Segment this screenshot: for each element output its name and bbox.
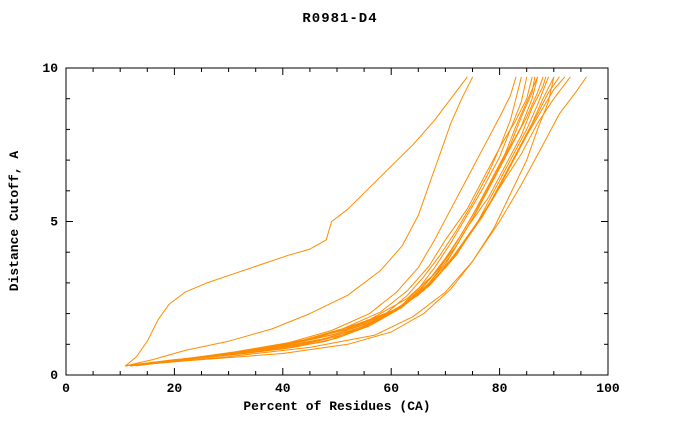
model-curve <box>130 76 547 367</box>
model-curve <box>130 76 555 367</box>
y-tick-label: 0 <box>50 368 58 383</box>
model-curve <box>130 76 538 367</box>
x-tick-label: 20 <box>167 381 183 396</box>
x-tick-label: 80 <box>492 381 508 396</box>
model-curve <box>125 76 473 367</box>
plot-area: 0 20 40 60 80 100 0 5 10 <box>42 61 620 396</box>
model-curve <box>130 76 538 367</box>
model-curve <box>136 76 544 367</box>
model-curve <box>130 76 587 367</box>
model-curve <box>125 76 555 367</box>
model-curve <box>125 76 468 367</box>
model-curve <box>136 76 533 365</box>
model-curve <box>125 76 571 367</box>
model-curve <box>125 76 517 367</box>
model-curve <box>130 76 528 367</box>
y-tick-label: 10 <box>42 61 58 76</box>
x-tick-label: 40 <box>275 381 291 396</box>
y-axis-label: Distance Cutoff, A <box>7 151 22 292</box>
model-curve <box>125 76 522 367</box>
x-tick-label: 100 <box>596 381 620 396</box>
x-tick-label: 0 <box>62 381 70 396</box>
y-tick-label: 5 <box>50 215 58 230</box>
model-curve <box>125 76 536 367</box>
model-curve <box>125 76 549 367</box>
chart-title: R0981-D4 <box>302 11 377 27</box>
x-axis-label: Percent of Residues (CA) <box>243 399 430 414</box>
x-tick-label: 60 <box>383 381 399 396</box>
axis-box <box>65 67 609 376</box>
model-curve <box>136 76 560 367</box>
